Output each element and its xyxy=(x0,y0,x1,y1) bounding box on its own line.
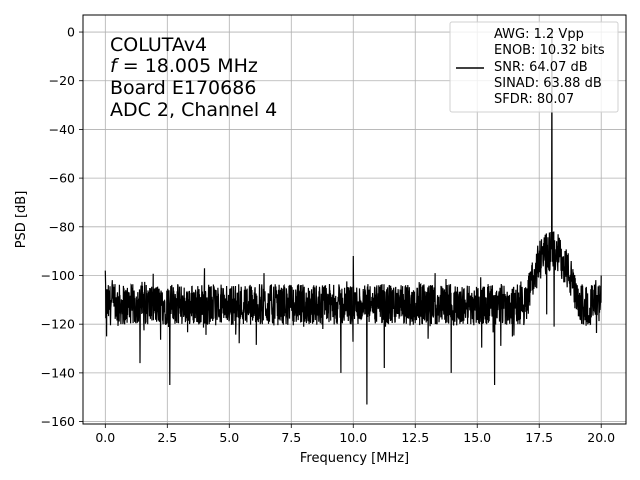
x-tick-label: 7.5 xyxy=(281,430,301,445)
x-tick-label: 15.0 xyxy=(463,430,491,445)
y-tick-label: −140 xyxy=(41,365,75,380)
annotation-frequency-variable: f xyxy=(110,55,120,77)
legend: AWG: 1.2 Vpp ENOB: 10.32 bits SNR: 64.07… xyxy=(449,21,619,113)
y-tick-label: −100 xyxy=(41,268,75,283)
annotation-line-4: ADC 2, Channel 4 xyxy=(110,99,277,121)
annotation-frequency-value: = 18.005 MHz xyxy=(117,55,258,77)
annotation-line-3: Board E170686 xyxy=(110,77,256,99)
y-tick-label: 0 xyxy=(67,25,75,40)
annotation-line-2: f = 18.005 MHz xyxy=(110,55,258,77)
x-axis-ticks: 0.0 2.5 5.0 7.5 10.0 12.5 15.0 17.5 20.0 xyxy=(95,424,615,445)
legend-snr: SNR: 64.07 dB xyxy=(494,60,588,75)
legend-sfdr: SFDR: 80.07 xyxy=(494,92,574,107)
legend-awg: AWG: 1.2 Vpp xyxy=(494,27,584,42)
y-axis-label: PSD [dB] xyxy=(14,191,29,249)
legend-box xyxy=(449,21,619,113)
x-axis-label: Frequency [MHz] xyxy=(300,451,409,466)
y-tick-label: −80 xyxy=(49,219,75,234)
x-tick-label: 0.0 xyxy=(95,430,115,445)
y-tick-label: −160 xyxy=(41,414,75,429)
plot-frame xyxy=(82,14,627,425)
psd-series-line xyxy=(104,32,602,405)
legend-sinad: SINAD: 63.88 dB xyxy=(494,76,602,91)
x-tick-label: 20.0 xyxy=(587,430,615,445)
y-tick-label: −20 xyxy=(49,73,75,88)
y-tick-label: −40 xyxy=(49,122,75,137)
y-tick-label: −60 xyxy=(49,171,75,186)
annotation-line-1: COLUTAv4 xyxy=(110,34,207,56)
y-axis-ticks: 0 −20 −40 −60 −80 −100 −120 −140 −160 xyxy=(41,25,83,429)
legend-enob: ENOB: 10.32 bits xyxy=(494,43,605,58)
series-layer xyxy=(104,32,602,405)
x-tick-label: 12.5 xyxy=(401,430,429,445)
chart-annotation: COLUTAv4 f = 18.005 MHz Board E170686 AD… xyxy=(110,34,277,121)
x-tick-label: 5.0 xyxy=(219,430,239,445)
x-tick-label: 17.5 xyxy=(525,430,553,445)
y-tick-label: −120 xyxy=(41,317,75,332)
x-tick-label: 10.0 xyxy=(339,430,367,445)
x-tick-label: 2.5 xyxy=(157,430,177,445)
